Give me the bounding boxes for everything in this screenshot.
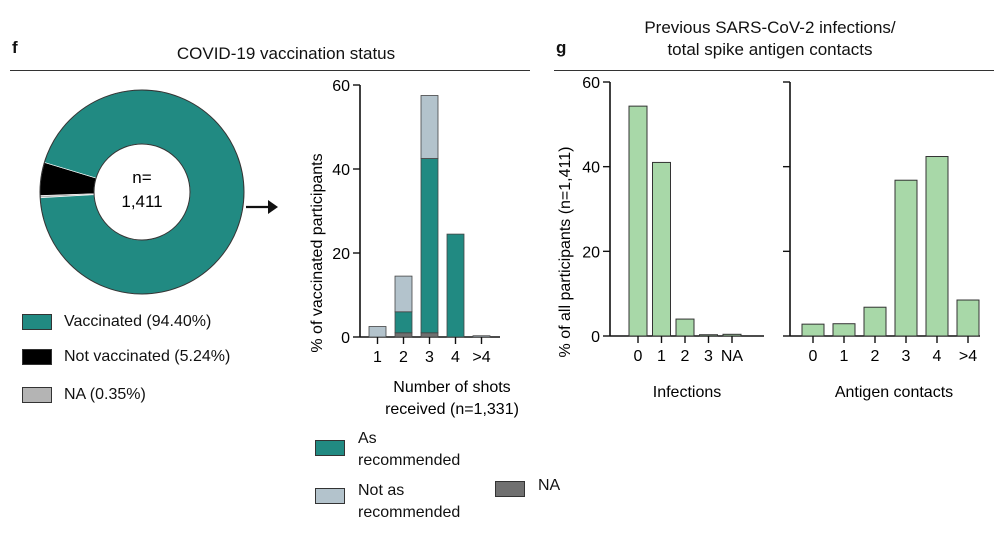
infections-x-tick-label-3: 3	[704, 348, 713, 365]
infections-y-tick-label: 60	[582, 75, 600, 92]
shots-bar-not-as-recommended-1	[368, 326, 387, 338]
infections-y-tick-label: 0	[591, 329, 600, 346]
shots-y-tick-label: 0	[341, 330, 350, 347]
infections-bar-2	[675, 318, 695, 337]
shots-x-tick-label-3: 3	[425, 349, 434, 366]
legend-label-as-recommended-line1: As	[358, 430, 377, 447]
antigen-bar-4	[925, 156, 949, 337]
shots-y-tick-label: 40	[332, 162, 350, 179]
legend-label-as-recommended-line2: recommended	[358, 452, 461, 469]
donut-center-label-line2: 1,411	[121, 192, 162, 211]
donut-center-label-line1: n=	[132, 168, 151, 187]
infections-x-tick-label-2: 2	[681, 348, 690, 365]
infections-x-tick-label-0: 0	[634, 348, 643, 365]
infections-y-axis-label: % of all participants (n=1,411)	[557, 147, 574, 358]
infections-bar-3	[699, 334, 718, 337]
legend-label-na: NA (0.35%)	[64, 386, 146, 403]
antigen-bar-4	[956, 299, 980, 337]
infections-bar-1	[652, 161, 671, 337]
shots-x-tick-label-2: 2	[399, 349, 408, 366]
antigen-bar-3	[894, 179, 918, 337]
legend-swatch-not-as-recommended	[315, 488, 345, 504]
legend-swatch-as-recommended	[315, 440, 345, 456]
panel-f-title: COVID-19 vaccination status	[176, 44, 396, 63]
shots-bar-not-as-recommended-4	[472, 335, 491, 338]
panel-g-title-line2: total spike antigen contacts	[667, 40, 873, 59]
antigen-x-tick-label-4: >4	[959, 348, 977, 365]
shots-bar-as-recommended-2	[394, 311, 413, 334]
shots-y-axis-label: % of vaccinated participants	[309, 153, 326, 352]
infections-y-tick-label: 20	[582, 244, 600, 261]
legend-item-not-vaccinated: Not vaccinated (5.24%)	[22, 348, 230, 366]
shots-bar-as-recommended-4	[446, 233, 465, 338]
shots-bar-as-recommended-3	[420, 158, 439, 334]
infections-x-axis-label: Infections	[653, 384, 721, 401]
donut-outer-edge	[39, 89, 245, 295]
antigen-x-tick-label-0: 0	[809, 348, 818, 365]
donut-chart: n= 1,411	[39, 89, 245, 295]
antigen-x-tick-label-3: 3	[902, 348, 911, 365]
legend-swatch-na	[22, 387, 52, 403]
shots-stacked-bar-chart: 0 20 40 60 1 2 3 4 >4 % of vaccinated participan…	[309, 78, 519, 418]
shots-bar-na-3	[420, 332, 439, 338]
antigen-bar-1	[832, 323, 856, 337]
shots-bar-not-as-recommended-3	[420, 95, 439, 159]
legend-item-vaccinated: Vaccinated (94.40%)	[22, 313, 211, 331]
shots-x-axis-label-line1: Number of shots	[393, 379, 510, 396]
shots-x-tick-label-1: 1	[373, 349, 382, 366]
legend-item-na: NA (0.35%)	[22, 386, 146, 404]
legend-label-as-recommended: As recommended	[358, 428, 460, 472]
infections-x-tick-label-1: 1	[657, 348, 666, 365]
infections-y-tick-label: 40	[582, 160, 600, 177]
antigen-bar-2	[863, 306, 887, 337]
infections-bar-0	[628, 105, 648, 337]
infections-x-tick-label-na: NA	[721, 348, 744, 365]
legend-label-na-shots: NA	[538, 477, 561, 494]
antigen-x-axis-label: Antigen contacts	[835, 384, 953, 401]
panel-letter-g: g	[556, 38, 567, 57]
antigen-x-tick-label-2: 2	[871, 348, 880, 365]
shots-y-tick-label: 60	[332, 78, 350, 95]
panel-f-divider	[10, 70, 530, 71]
shots-x-axis-label-line2: received (n=1,331)	[385, 401, 519, 418]
arrow-icon	[246, 200, 278, 214]
shots-x-tick-label-4: 4	[451, 349, 460, 366]
panel-g-title-line1: Previous SARS-CoV-2 infections/	[644, 18, 896, 37]
antigen-x-tick-label-1: 1	[840, 348, 849, 365]
legend-label-vaccinated: Vaccinated (94.40%)	[64, 313, 212, 330]
antigen-x-tick-label-4: 4	[933, 348, 942, 365]
infections-bar-na	[722, 333, 742, 337]
legend-label-not-as-recommended-line2: recommended	[358, 504, 461, 521]
legend-swatch-na-shots	[495, 481, 525, 497]
legend-label-not-as-recommended-line1: Not as	[358, 482, 405, 499]
shots-y-tick-label: 20	[332, 246, 350, 263]
shots-bar-not-as-recommended-2	[394, 275, 413, 313]
shots-bar-na-2	[394, 332, 413, 338]
panel-letter-f: f	[12, 38, 18, 57]
legend-label-not-as-recommended: Not as recommended	[358, 480, 460, 524]
legend-swatch-not-vaccinated	[22, 349, 52, 365]
panel-g-divider	[554, 70, 994, 71]
antigen-bar-0	[801, 323, 825, 337]
shots-x-tick-label-4: >4	[472, 349, 490, 366]
donut-inner-edge	[93, 143, 191, 241]
legend-label-not-vaccinated: Not vaccinated (5.24%)	[64, 348, 231, 365]
legend-swatch-vaccinated	[22, 314, 52, 330]
